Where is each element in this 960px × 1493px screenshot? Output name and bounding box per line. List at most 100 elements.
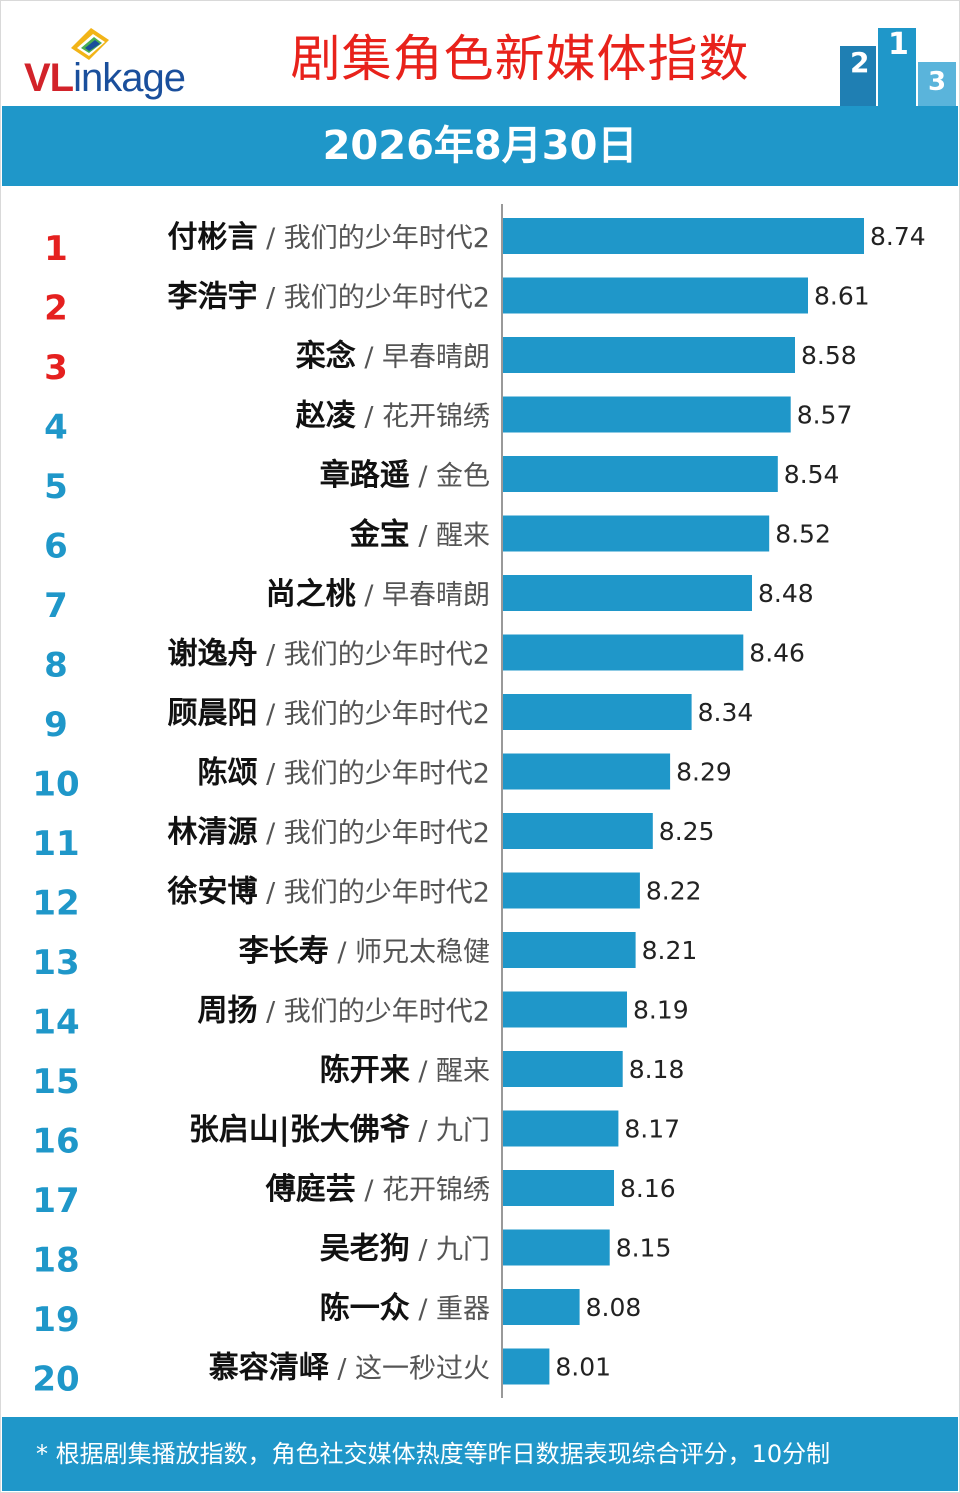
bar [502, 396, 791, 433]
footer-note-text: * 根据剧集播放指数，角色社交媒体热度等昨日数据表现综合评分，10分制 [36, 1440, 831, 1468]
podium-icon: 2 1 3 [840, 27, 956, 106]
svg-text:3: 3 [928, 67, 946, 97]
category-label: 慕容清峄 / 这一秒过火 [209, 1351, 490, 1386]
bar [502, 872, 640, 909]
character-name: 章路遥 [320, 458, 410, 493]
bar [502, 575, 752, 611]
character-name: 傅庭芸 [265, 1172, 356, 1207]
bar [502, 634, 744, 671]
character-name: 徐安博 [167, 875, 258, 910]
category-label: 陈开来 / 醒来 [320, 1053, 490, 1088]
value-label: 8.19 [633, 996, 689, 1025]
chart-row: 4 赵凌 / 花开锦绣 8.57 [44, 396, 852, 448]
category-label: 谢逸舟 / 我们的少年时代2 [168, 637, 490, 672]
show-name: / 金色 [410, 461, 490, 492]
show-name: / 我们的少年时代2 [258, 818, 490, 849]
value-label: 8.18 [629, 1055, 685, 1084]
rank-label: 7 [44, 586, 68, 626]
rank-label: 19 [32, 1300, 79, 1340]
show-name: / 我们的少年时代2 [258, 759, 490, 790]
character-name: 顾晨阳 [168, 696, 258, 731]
show-name: / 九门 [410, 1235, 490, 1266]
page-title: 剧集角色新媒体指数 [290, 30, 750, 88]
rank-label: 10 [32, 765, 79, 805]
character-name: 陈颂 [198, 756, 258, 791]
value-label: 8.61 [814, 282, 870, 311]
character-name: 谢逸舟 [168, 637, 258, 672]
chart-row: 3 栾念 / 早春晴朗 8.58 [44, 337, 857, 388]
character-name: 李长寿 [239, 934, 329, 969]
character-name: 付彬言 [168, 220, 258, 255]
show-name: / 重器 [410, 1294, 490, 1325]
show-name: / 这一秒过火 [329, 1354, 490, 1385]
chart-row: 10 陈颂 / 我们的少年时代2 8.29 [32, 753, 732, 805]
chart-row: 11 林清源 / 我们的少年时代2 8.25 [32, 813, 714, 864]
show-name: / 师兄太稳健 [329, 937, 490, 968]
value-label: 8.48 [758, 579, 814, 608]
category-label: 傅庭芸 / 花开锦绣 [265, 1172, 490, 1207]
category-label: 金宝 / 醒来 [349, 518, 490, 553]
chart-row: 13 李长寿 / 师兄太稳健 8.21 [32, 932, 697, 983]
rank-label: 2 [44, 289, 68, 329]
logo-text: VLinkage [24, 56, 186, 100]
value-label: 8.46 [749, 639, 805, 668]
category-label: 张启山|张大佛爷 / 九门 [189, 1113, 490, 1148]
character-name: 金宝 [349, 518, 410, 553]
chart-row: 17 傅庭芸 / 花开锦绣 8.16 [32, 1170, 676, 1221]
bar [502, 694, 692, 730]
category-label: 徐安博 / 我们的少年时代2 [167, 875, 490, 910]
chart-row: 1 付彬言 / 我们的少年时代2 8.74 [44, 218, 926, 269]
character-name: 陈一众 [320, 1291, 410, 1326]
chart-row: 14 周扬 / 我们的少年时代2 8.19 [32, 991, 689, 1043]
character-name: 吴老狗 [320, 1232, 410, 1267]
rank-label: 3 [44, 348, 68, 388]
show-name: / 我们的少年时代2 [258, 223, 490, 254]
show-name: / 我们的少年时代2 [258, 997, 490, 1028]
rank-label: 5 [44, 467, 68, 507]
bar [502, 218, 864, 254]
chart-row: 9 顾晨阳 / 我们的少年时代2 8.34 [44, 694, 753, 745]
svg-text:1: 1 [888, 27, 909, 62]
character-name: 栾念 [296, 339, 356, 374]
show-name: / 醒来 [410, 521, 490, 552]
category-label: 付彬言 / 我们的少年时代2 [168, 220, 490, 255]
chart-row: 6 金宝 / 醒来 8.52 [44, 515, 831, 567]
category-label: 陈颂 / 我们的少年时代2 [198, 756, 490, 791]
category-label: 李长寿 / 师兄太稳健 [239, 934, 490, 969]
show-name: / 我们的少年时代2 [258, 640, 490, 671]
value-label: 8.34 [698, 698, 754, 727]
bar [502, 1051, 623, 1087]
show-name: / 花开锦绣 [356, 1175, 490, 1206]
chart-row: 5 章路遥 / 金色 8.54 [44, 456, 839, 507]
show-name: / 我们的少年时代2 [258, 699, 490, 730]
chart-row: 16 张启山|张大佛爷 / 九门 8.17 [32, 1110, 680, 1162]
bar [502, 277, 808, 314]
logo-flag-icon [71, 28, 109, 60]
category-label: 吴老狗 / 九门 [320, 1232, 490, 1267]
rank-label: 1 [44, 229, 68, 269]
rank-label: 8 [44, 646, 68, 686]
bar [502, 1170, 614, 1206]
bar [502, 813, 653, 849]
character-name: 李浩宇 [168, 280, 258, 315]
rank-label: 13 [32, 943, 79, 983]
show-name: / 早春晴朗 [356, 342, 490, 373]
category-label: 章路遥 / 金色 [320, 458, 490, 493]
value-label: 8.29 [676, 758, 732, 787]
show-name: / 早春晴朗 [356, 580, 490, 611]
bar [502, 991, 627, 1028]
chart-row: 12 徐安博 / 我们的少年时代2 8.22 [32, 872, 702, 924]
bar [502, 1348, 550, 1385]
category-label: 陈一众 / 重器 [320, 1291, 490, 1326]
character-name: 尚之桃 [266, 577, 356, 612]
show-name: / 花开锦绣 [356, 402, 490, 433]
bar [502, 515, 770, 552]
chart-row: 15 陈开来 / 醒来 8.18 [32, 1051, 684, 1102]
category-label: 顾晨阳 / 我们的少年时代2 [168, 696, 490, 731]
value-label: 8.08 [586, 1293, 642, 1322]
show-name: / 九门 [410, 1116, 490, 1147]
value-label: 8.74 [870, 222, 926, 251]
rank-label: 18 [32, 1241, 79, 1281]
value-label: 8.15 [616, 1234, 672, 1263]
rank-label: 12 [32, 884, 79, 924]
